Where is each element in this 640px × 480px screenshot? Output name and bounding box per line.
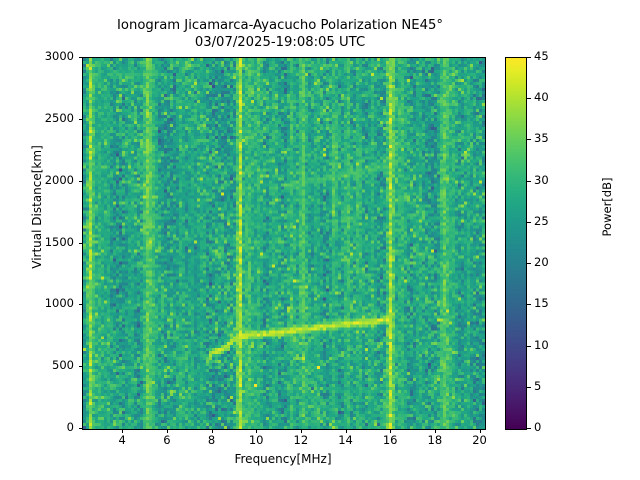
y-tick-mark bbox=[78, 118, 82, 120]
colorbar-tick-label: 20 bbox=[534, 255, 549, 270]
x-tick-mark bbox=[345, 429, 347, 433]
colorbar-tick-label: 25 bbox=[534, 213, 549, 228]
y-tick-label: 1500 bbox=[44, 234, 74, 249]
ionogram-plot-area bbox=[82, 57, 486, 430]
colorbar-tick-mark bbox=[527, 386, 531, 388]
x-tick-label: 16 bbox=[382, 433, 398, 447]
colorbar-tick-mark bbox=[527, 304, 531, 306]
y-axis-label: Virtual Distance[km] bbox=[30, 145, 44, 269]
colorbar-tick-label: 40 bbox=[534, 90, 549, 105]
y-tick-label: 0 bbox=[66, 420, 74, 434]
colorbar-tick-mark bbox=[527, 263, 531, 265]
x-tick-label: 10 bbox=[248, 433, 264, 447]
colorbar-tick-label: 0 bbox=[534, 420, 542, 434]
y-tick-label: 500 bbox=[52, 358, 74, 373]
x-tick-label: 6 bbox=[163, 433, 171, 447]
x-tick-mark bbox=[211, 429, 213, 433]
colorbar-tick-mark bbox=[527, 57, 531, 58]
y-tick-mark bbox=[78, 242, 82, 244]
y-tick-label: 2000 bbox=[44, 172, 74, 187]
colorbar-tick-label: 15 bbox=[534, 296, 549, 311]
x-axis-label: Frequency[MHz] bbox=[234, 452, 332, 466]
y-tick-mark bbox=[78, 428, 82, 429]
colorbar-tick-label: 30 bbox=[534, 172, 549, 187]
y-tick-mark bbox=[78, 366, 82, 368]
x-tick-mark bbox=[479, 429, 481, 433]
x-tick-label: 12 bbox=[293, 433, 309, 447]
y-tick-mark bbox=[78, 304, 82, 306]
x-tick-mark bbox=[122, 429, 124, 433]
figure-title: Ionogram Jicamarca-Ayacucho Polarization… bbox=[117, 18, 443, 50]
y-tick-mark bbox=[78, 57, 82, 58]
ionogram-heatmap bbox=[83, 58, 485, 429]
colorbar-label: Power[dB] bbox=[600, 177, 614, 237]
x-tick-label: 18 bbox=[427, 433, 443, 447]
colorbar-tick-mark bbox=[527, 98, 531, 100]
colorbar-gradient bbox=[506, 58, 526, 429]
x-tick-label: 20 bbox=[472, 433, 487, 447]
colorbar-tick-mark bbox=[527, 180, 531, 182]
x-tick-mark bbox=[390, 429, 392, 433]
colorbar-tick-label: 45 bbox=[534, 49, 549, 63]
colorbar-tick-label: 35 bbox=[534, 131, 549, 146]
y-tick-label: 3000 bbox=[44, 49, 74, 63]
colorbar bbox=[505, 57, 527, 430]
x-tick-label: 8 bbox=[207, 433, 216, 447]
colorbar-tick-mark bbox=[527, 221, 531, 223]
colorbar-tick-label: 5 bbox=[534, 378, 542, 393]
x-tick-mark bbox=[166, 429, 168, 433]
x-tick-mark bbox=[256, 429, 258, 433]
y-tick-label: 1000 bbox=[44, 296, 74, 311]
x-tick-mark bbox=[300, 429, 302, 433]
colorbar-tick-mark bbox=[527, 345, 531, 347]
x-tick-label: 4 bbox=[118, 433, 126, 447]
x-tick-label: 14 bbox=[338, 433, 353, 447]
colorbar-tick-mark bbox=[527, 428, 531, 429]
y-tick-mark bbox=[78, 180, 82, 182]
colorbar-tick-label: 10 bbox=[534, 337, 549, 352]
colorbar-tick-mark bbox=[527, 139, 531, 141]
x-tick-mark bbox=[434, 429, 436, 433]
y-tick-label: 2500 bbox=[44, 110, 74, 125]
